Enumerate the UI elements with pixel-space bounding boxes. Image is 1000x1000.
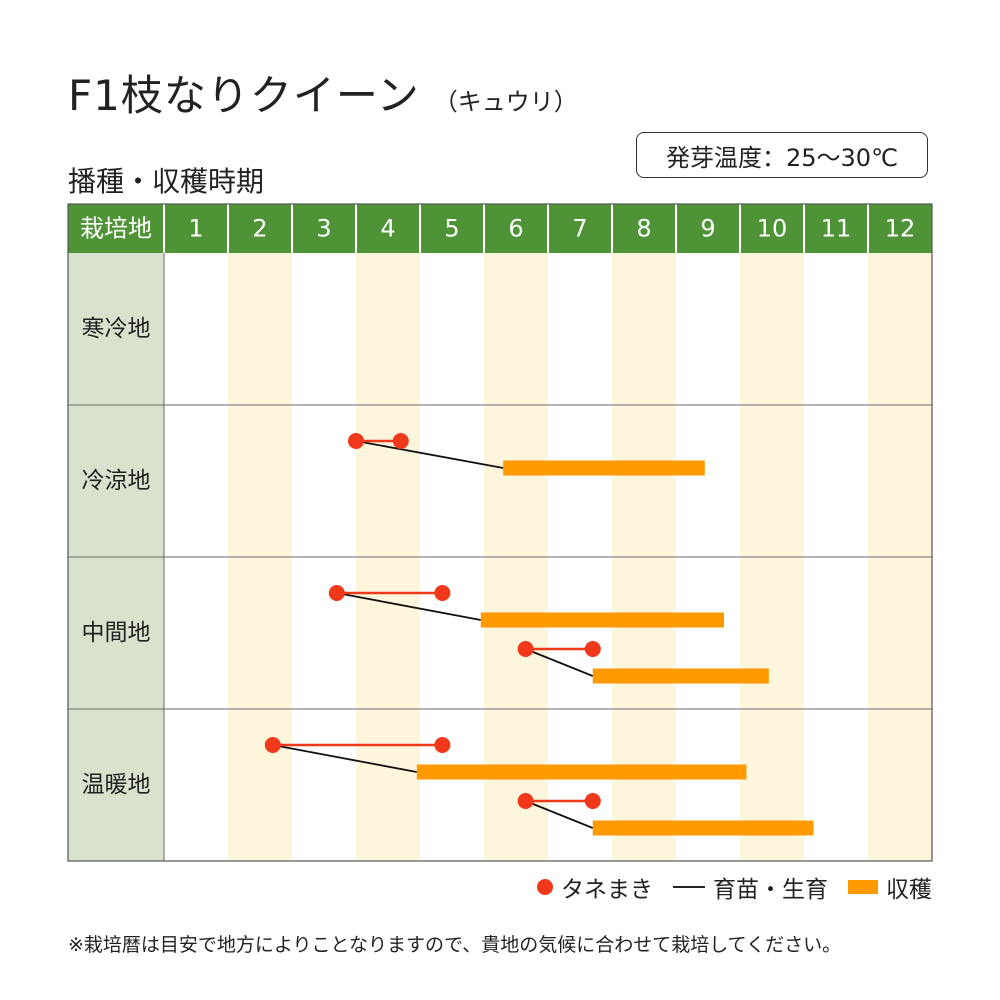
header-background: [68, 204, 932, 253]
month-tick-label: 7: [572, 215, 587, 243]
chart-frame: [67, 203, 933, 862]
harvest-bar: [480, 612, 724, 628]
region-label: 温暖地: [82, 772, 151, 798]
temperature-badge: 発芽温度：25～30℃: [636, 132, 928, 178]
page-title: F1枝なりクイーン: [68, 71, 420, 120]
sowing-start-point: [264, 737, 281, 753]
sowing-end-point: [392, 433, 409, 449]
section-title: 播種・収穫時期: [68, 165, 265, 198]
region-label: 中間地: [82, 620, 151, 646]
harvest-bar: [592, 668, 769, 684]
harvest-bar: [416, 764, 747, 780]
nursery-line: [525, 648, 594, 677]
month-tick-label: 3: [316, 215, 331, 243]
legend-label-harvest: 収穫: [886, 877, 932, 903]
sowing-end-point: [584, 641, 601, 657]
month-tick-label: 8: [636, 215, 651, 243]
sowing-start-point: [348, 433, 364, 449]
sowing-dot-icon: [537, 879, 553, 895]
sowing-start-point: [328, 585, 345, 601]
title-row: F1枝なりクイーン （キュウリ）: [68, 62, 578, 123]
footnote: ※栽培暦は目安で地方によりことなりますので、貴地の気候に合わせて栽培してください…: [68, 934, 842, 956]
legend-item-nursery: 育苗・生育: [673, 870, 828, 904]
legend-item-harvest: 収穫: [848, 870, 932, 904]
month-tick-label: 11: [821, 215, 852, 243]
nursery-line: [525, 800, 594, 829]
month-tick-label: 2: [252, 215, 267, 243]
month-tick-label: 12: [885, 215, 916, 243]
harvest-bar-icon: [848, 880, 878, 894]
region-label: 寒冷地: [82, 316, 151, 342]
nursery-line: [272, 744, 417, 773]
header-region-label: 栽培地: [80, 215, 152, 243]
page-subtitle: （キュウリ）: [433, 88, 578, 116]
legend-label-sowing: タネまき: [561, 877, 653, 903]
sowing-end-point: [434, 585, 451, 601]
temperature-text: 発芽温度：25～30℃: [665, 143, 899, 172]
month-tick-label: 10: [757, 215, 788, 243]
sowing-end-point: [584, 793, 601, 809]
sowing-end-point: [434, 737, 451, 753]
nursery-line-icon: [673, 886, 705, 888]
legend: タネまき 育苗・生育 収穫: [517, 870, 932, 904]
legend-label-nursery: 育苗・生育: [713, 877, 828, 903]
month-tick-label: 1: [188, 215, 203, 243]
month-tick-label: 5: [444, 215, 459, 243]
month-tick-label: 6: [508, 215, 523, 243]
nursery-line: [336, 592, 481, 621]
legend-item-sowing: タネまき: [537, 870, 653, 904]
month-tick-label: 4: [380, 215, 395, 243]
nursery-line: [355, 440, 504, 469]
harvest-bar: [503, 460, 705, 476]
sowing-start-point: [517, 641, 534, 657]
month-tick-label: 9: [700, 215, 715, 243]
region-label: 冷涼地: [82, 468, 151, 494]
sowing-start-point: [517, 793, 534, 809]
harvest-bar: [592, 820, 814, 836]
